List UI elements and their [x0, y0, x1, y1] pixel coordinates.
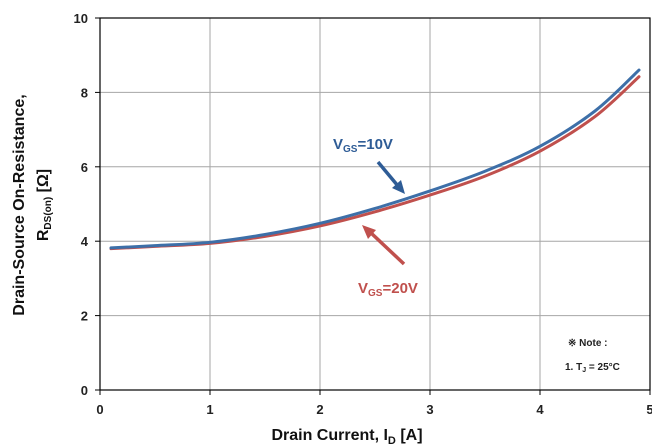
annotation-vgs-10v: VGS=10V	[333, 136, 405, 194]
series-layer	[109, 68, 641, 251]
y-tick-label: 4	[81, 234, 89, 249]
x-tick-label: 2	[316, 402, 323, 417]
annotation-vgs-10v-label: VGS=10V	[333, 136, 393, 155]
y-axis-title-line1: Drain-Source On-Resistance,	[11, 94, 28, 315]
y-tick-label: 0	[81, 383, 88, 398]
x-tick-label: 3	[426, 402, 433, 417]
x-tick-label: 4	[536, 402, 544, 417]
x-tick-label: 0	[96, 402, 103, 417]
annotation-vgs-20v: VGS=20V	[358, 225, 418, 299]
series-line-vgs-10v	[109, 68, 641, 250]
annotation-vgs-20v-arrowhead	[362, 225, 376, 239]
tick-labels: 0 1 2 3 4 5 0 2 4 6 8 10	[74, 11, 652, 417]
annotation-vgs-20v-label: VGS=20V	[358, 280, 418, 299]
x-tick-label: 5	[646, 402, 652, 417]
y-tick-label: 8	[81, 85, 88, 100]
note-line: 1. TJ = 25°C	[565, 362, 620, 374]
y-tick-label: 10	[74, 11, 88, 26]
annotation-vgs-10v-arrowhead	[392, 180, 405, 194]
grid	[99, 17, 651, 391]
x-axis-title: Drain Current, ID [A]	[271, 427, 422, 446]
plot-frame	[99, 17, 651, 391]
note-title: ※ Note :	[568, 338, 608, 349]
annotation-vgs-10v-arrow	[376, 160, 400, 188]
note-box: ※ Note : 1. TJ = 25°C	[565, 338, 620, 374]
x-tick-label: 1	[206, 402, 213, 417]
y-axis-title-line2: RDS(on) [Ω]	[35, 169, 54, 241]
y-tick-label: 2	[81, 309, 88, 324]
series-line-vgs-20v	[109, 75, 641, 251]
annotation-vgs-20v-arrow	[368, 230, 406, 266]
y-tick-label: 6	[81, 160, 88, 175]
